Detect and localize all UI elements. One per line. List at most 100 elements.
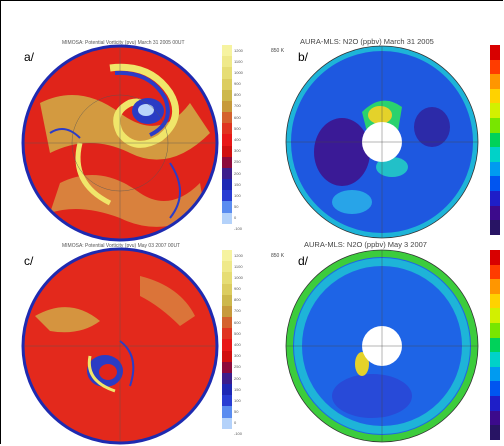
pv-colorbar-c-swatch	[222, 428, 232, 440]
pv-colorbar-c-tick-label: 0	[234, 420, 237, 426]
pv-colorbar-c-tick-label: 500	[234, 330, 241, 336]
n2o-colorbar-b-swatch	[490, 176, 500, 192]
n2o-colorbar-b-swatch	[490, 45, 500, 60]
n2o-colorbar-d-swatch	[490, 410, 500, 426]
n2o-colorbar-d-swatch	[490, 381, 500, 397]
n2o-colorbar-b-swatch	[490, 161, 500, 177]
panel-c-map	[21, 247, 219, 445]
panel-b-title: AURA-MLS: N2O (ppbv) March 31 2005	[300, 37, 434, 46]
pv-colorbar-c-swatch	[222, 384, 232, 396]
n2o-colorbar-b-swatch	[490, 118, 500, 133]
n2o-colorbar-d-swatch	[490, 352, 500, 367]
n2o-colorbar-b-swatch	[490, 88, 500, 104]
pv-colorbar-c-swatch	[222, 250, 232, 262]
pv-colorbar-c-swatch	[222, 395, 232, 407]
pv-colorbar-c-tick-label: 200	[234, 375, 241, 381]
pv-colorbar-c-tick-label: 150	[234, 386, 241, 392]
pv-colorbar-a-swatch	[222, 223, 232, 235]
pv-colorbar-a-tick-label: 1100	[234, 58, 243, 64]
pv-colorbar-c-tick-label: 300	[234, 353, 241, 359]
n2o-colorbar-b-swatch	[490, 74, 500, 89]
n2o-colorbar-d-swatch	[490, 337, 500, 353]
panel-c-label: c/	[24, 254, 34, 268]
n2o-colorbar-d-swatch	[490, 396, 500, 411]
pv-colorbar-a-swatch	[222, 112, 232, 124]
pv-colorbar-c-swatch	[222, 294, 232, 306]
pv-colorbar-a-tick-label: 100	[234, 192, 241, 198]
pv-colorbar-c-tick-label: 700	[234, 308, 241, 314]
n2o-colorbar-b-swatch	[490, 220, 500, 235]
pv-colorbar-a-tick-label: 400	[234, 137, 241, 142]
pv-colorbar-c-tick-label: 900	[234, 286, 241, 292]
pv-colorbar-c-swatch	[222, 305, 232, 318]
panel-a-title: MIMOSA: Potential Vorticity (pvu) March …	[62, 40, 185, 46]
pv-colorbar-c-swatch	[222, 317, 232, 329]
panel-a-colorbar	[222, 45, 232, 235]
pv-colorbar-c-swatch	[222, 417, 232, 429]
pv-colorbar-c-tick-label: 400	[234, 342, 241, 347]
panel-b-colorbar	[490, 45, 500, 235]
panel-a-label: a/	[24, 50, 35, 64]
pv-colorbar-a-swatch	[222, 212, 232, 224]
panel-a-map	[21, 44, 219, 242]
n2o-colorbar-b-swatch	[490, 147, 500, 162]
pv-colorbar-a-swatch	[222, 201, 232, 213]
pv-colorbar-a-swatch	[222, 89, 232, 101]
pv-colorbar-c-tick-label: 1200	[234, 252, 243, 258]
panel-d-level: 850 K	[271, 253, 285, 259]
panel-b-map	[285, 45, 479, 239]
pv-colorbar-a-tick-label: 500	[234, 125, 241, 131]
pv-colorbar-c-swatch	[222, 339, 232, 351]
n2o-colorbar-d-swatch	[490, 264, 500, 280]
pv-colorbar-a-tick-label: 600	[234, 114, 241, 120]
n2o-colorbar-b-swatch	[490, 103, 500, 119]
pv-colorbar-c-tick-label: 1100	[234, 263, 243, 269]
pv-colorbar-a-swatch	[222, 190, 232, 202]
pv-colorbar-c-swatch	[222, 406, 232, 418]
pv-colorbar-c-swatch	[222, 372, 232, 385]
n2o-colorbar-d-swatch	[490, 293, 500, 309]
pv-colorbar-c-swatch	[222, 283, 232, 295]
pv-colorbar-c-tick-label: 100	[234, 397, 241, 403]
panel-d-colorbar	[490, 250, 500, 440]
pv-colorbar-c-tick-label: 1000	[234, 274, 243, 280]
pv-colorbar-a-tick-label: 50	[234, 204, 239, 210]
n2o-colorbar-d-swatch	[490, 366, 500, 382]
n2o-colorbar-d-swatch	[490, 250, 500, 265]
pv-colorbar-a-tick-label: 800	[234, 92, 241, 98]
panel-c-colorbar	[222, 250, 232, 440]
pv-colorbar-a-swatch	[222, 45, 232, 57]
pv-colorbar-a-tick-label: 300	[234, 148, 241, 154]
n2o-colorbar-b-swatch	[490, 191, 500, 206]
pv-colorbar-a-swatch	[222, 167, 232, 180]
n2o-colorbar-b-swatch	[490, 205, 500, 221]
pv-colorbar-a-tick-label: 0	[234, 215, 237, 221]
pv-colorbar-a-swatch	[222, 134, 232, 146]
pv-colorbar-a-tick-label: 1000	[234, 69, 243, 75]
pv-colorbar-a-swatch	[222, 78, 232, 90]
pv-colorbar-c-swatch	[222, 350, 232, 362]
pv-colorbar-a-swatch	[222, 123, 232, 135]
panel-b-level: 850 K	[271, 48, 285, 54]
pv-colorbar-a-swatch	[222, 145, 232, 157]
panel-d-map	[285, 249, 479, 443]
panel-d-title: AURA-MLS: N2O (ppbv) May 3 2007	[304, 240, 427, 249]
pv-colorbar-c-tick-label: 250	[234, 364, 241, 370]
pv-colorbar-c-swatch	[222, 328, 232, 340]
pv-colorbar-a-swatch	[222, 179, 232, 191]
pv-colorbar-c-tick-label: -100	[234, 431, 243, 437]
n2o-colorbar-d-swatch	[490, 425, 500, 440]
pv-colorbar-a-tick-label: -100	[234, 226, 243, 232]
pv-colorbar-c-tick-label: 600	[234, 319, 241, 325]
n2o-colorbar-b-swatch	[490, 59, 500, 75]
pv-colorbar-a-tick-label: 200	[234, 170, 241, 176]
pv-colorbar-a-swatch	[222, 67, 232, 79]
pv-colorbar-c-tick-label: 50	[234, 409, 239, 415]
panel-b-label: b/	[298, 50, 309, 64]
pv-colorbar-a-swatch	[222, 156, 232, 168]
panel-d-label: d/	[298, 254, 309, 268]
panel-c-title: MIMOSA: Potential Vorticity (pvu) May 03…	[62, 243, 181, 249]
pv-colorbar-a-swatch	[222, 100, 232, 113]
pv-colorbar-c-swatch	[222, 361, 232, 373]
